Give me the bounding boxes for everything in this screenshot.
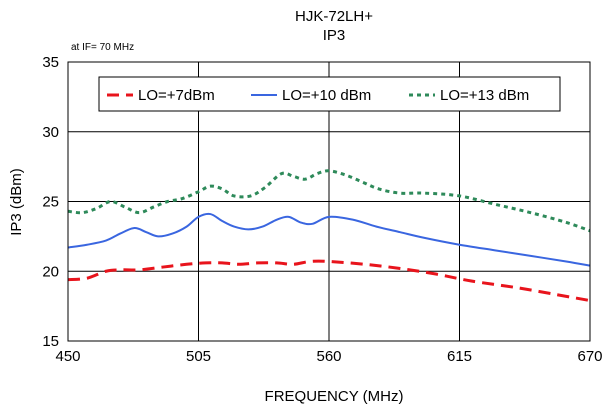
legend-label-2: LO=+10 dBm (282, 87, 371, 104)
plot-frame (67, 61, 591, 342)
chart-title: HJK-72LH+ (295, 8, 373, 25)
series-line-3 (67, 169, 591, 233)
y-axis-label: IP3 (dBm) (8, 168, 25, 236)
x-axis-label: FREQUENCY (MHz) (265, 388, 404, 405)
series-layer (67, 169, 591, 303)
chart-subtitle: IP3 (323, 27, 346, 44)
y-tick-label: 15 (42, 333, 59, 350)
x-tick-label: 670 (577, 348, 602, 365)
legend: LO=+7dBm LO=+10 dBm LO=+13 dBm (98, 76, 561, 112)
y-tick-labels: 15 20 25 30 35 (42, 54, 59, 350)
x-tick-label: 560 (316, 348, 341, 365)
x-tick-labels: 450 505 560 615 670 (55, 348, 602, 365)
series-line-1 (67, 259, 591, 303)
series-line-2 (67, 212, 591, 267)
legend-label-3: LO=+13 dBm (440, 87, 529, 104)
legend-label-1: LO=+7dBm (138, 87, 215, 104)
x-tick-label: 450 (55, 348, 80, 365)
y-tick-label: 25 (42, 194, 59, 211)
legend-box (98, 76, 561, 112)
y-tick-label: 20 (42, 263, 59, 280)
x-tick-label: 615 (447, 348, 472, 365)
if-annotation: at IF= 70 MHz (71, 42, 134, 53)
y-tick-label: 30 (42, 124, 59, 141)
x-tick-label: 505 (186, 348, 211, 365)
y-tick-label: 35 (42, 54, 59, 71)
